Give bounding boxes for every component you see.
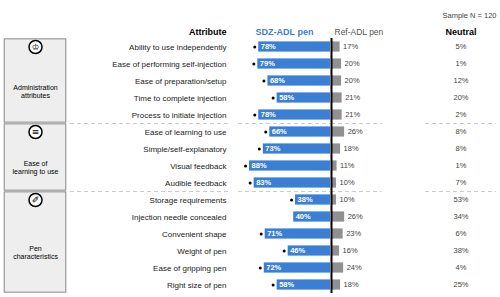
- svg-text:21%: 21%: [345, 110, 360, 119]
- svg-text:Audible feedback: Audible feedback: [165, 179, 227, 188]
- svg-text:88%: 88%: [252, 161, 267, 170]
- svg-text:Right size of pen: Right size of pen: [167, 281, 227, 290]
- svg-text:79%: 79%: [260, 59, 275, 68]
- svg-text:Ease of performing self-inject: Ease of performing self-injection: [112, 60, 226, 69]
- svg-text:Simple/self-explanatory: Simple/self-explanatory: [143, 145, 226, 154]
- svg-text:Ease of learning to use: Ease of learning to use: [145, 128, 227, 137]
- svg-text:68%: 68%: [270, 76, 285, 85]
- svg-text:Neutral: Neutral: [445, 27, 476, 37]
- svg-text:58%: 58%: [279, 280, 294, 289]
- svg-text:Storage requirements: Storage requirements: [150, 196, 227, 205]
- svg-text:38%: 38%: [453, 246, 468, 255]
- svg-text:✐: ✐: [32, 195, 40, 205]
- svg-text:26%: 26%: [348, 212, 363, 221]
- svg-text:18%: 18%: [344, 144, 359, 153]
- svg-text:53%: 53%: [453, 195, 468, 204]
- svg-text:Ability to use independently: Ability to use independently: [129, 43, 226, 52]
- svg-text:71%: 71%: [267, 229, 282, 238]
- svg-text:1%: 1%: [456, 59, 467, 68]
- svg-text:66%: 66%: [272, 127, 287, 136]
- svg-text:78%: 78%: [261, 42, 276, 51]
- svg-text:72%: 72%: [266, 263, 281, 272]
- svg-text:21%: 21%: [345, 93, 360, 102]
- svg-text:Pencharacteristics: Pencharacteristics: [13, 245, 58, 260]
- svg-text:Time to complete injection: Time to complete injection: [134, 94, 227, 103]
- svg-text:20%: 20%: [345, 59, 360, 68]
- svg-text:Ease oflearning to use: Ease oflearning to use: [13, 160, 59, 176]
- svg-text:Process to initiate injection: Process to initiate injection: [132, 111, 227, 120]
- svg-text:≡: ≡: [32, 127, 40, 137]
- svg-text:10%: 10%: [340, 178, 355, 187]
- svg-text:8%: 8%: [456, 144, 467, 153]
- svg-text:40%: 40%: [296, 212, 311, 221]
- svg-text:Weight of pen: Weight of pen: [177, 247, 226, 256]
- svg-text:25%: 25%: [453, 280, 468, 289]
- svg-text:20%: 20%: [453, 93, 468, 102]
- svg-text:Attribute: Attribute: [189, 27, 227, 37]
- svg-text:23%: 23%: [346, 229, 361, 238]
- svg-text:17%: 17%: [343, 42, 358, 51]
- svg-text:Sample N = 120: Sample N = 120: [443, 11, 497, 20]
- svg-text:6%: 6%: [456, 229, 467, 238]
- svg-text:20%: 20%: [345, 76, 360, 85]
- svg-text:7%: 7%: [456, 178, 467, 187]
- svg-text:10%: 10%: [340, 195, 355, 204]
- svg-text:Ease of gripping pen: Ease of gripping pen: [153, 264, 226, 273]
- svg-text:83%: 83%: [256, 178, 271, 187]
- svg-text:8%: 8%: [456, 127, 467, 136]
- svg-text:38%: 38%: [298, 195, 313, 204]
- svg-text:46%: 46%: [290, 246, 305, 255]
- svg-text:1%: 1%: [456, 161, 467, 170]
- svg-text:4%: 4%: [456, 263, 467, 272]
- svg-text:11%: 11%: [340, 161, 355, 170]
- svg-text:18%: 18%: [344, 280, 359, 289]
- svg-text:Ease of preparation/setup: Ease of preparation/setup: [135, 77, 227, 86]
- svg-text:58%: 58%: [279, 93, 294, 102]
- svg-text:34%: 34%: [453, 212, 468, 221]
- svg-text:Administrationattributes: Administrationattributes: [13, 84, 57, 99]
- svg-text:12%: 12%: [453, 76, 468, 85]
- svg-text:SDZ-ADL pen: SDZ-ADL pen: [256, 27, 314, 37]
- svg-text:♔: ♔: [31, 42, 39, 52]
- svg-text:24%: 24%: [347, 263, 362, 272]
- svg-text:16%: 16%: [343, 246, 358, 255]
- svg-text:2%: 2%: [456, 110, 467, 119]
- svg-text:5%: 5%: [456, 42, 467, 51]
- svg-text:Injection needle concealed: Injection needle concealed: [132, 213, 227, 222]
- svg-text:26%: 26%: [348, 127, 363, 136]
- svg-text:Visual feedback: Visual feedback: [170, 162, 227, 171]
- svg-text:Convenient shape: Convenient shape: [162, 230, 227, 239]
- svg-text:73%: 73%: [265, 144, 280, 153]
- svg-text:78%: 78%: [261, 110, 276, 119]
- svg-text:Ref-ADL pen: Ref-ADL pen: [335, 27, 384, 37]
